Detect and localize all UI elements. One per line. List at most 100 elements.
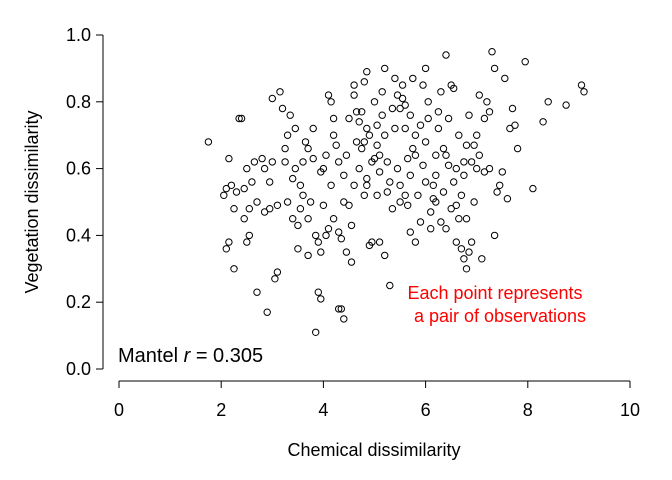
data-point bbox=[460, 255, 468, 263]
data-point bbox=[370, 98, 379, 106]
data-point bbox=[411, 151, 420, 159]
data-point bbox=[442, 51, 450, 59]
data-point bbox=[470, 198, 478, 206]
data-point bbox=[462, 141, 471, 149]
data-point bbox=[383, 158, 391, 166]
data-point bbox=[580, 88, 588, 96]
data-point bbox=[455, 131, 463, 139]
data-point bbox=[406, 171, 414, 180]
data-point bbox=[503, 195, 512, 203]
data-point bbox=[304, 215, 312, 223]
data-point bbox=[452, 164, 460, 173]
data-point bbox=[396, 104, 404, 113]
data-point bbox=[378, 88, 386, 96]
data-point bbox=[294, 245, 302, 253]
data-point bbox=[437, 218, 445, 226]
data-point bbox=[432, 198, 440, 206]
y-tick-label: 0.8 bbox=[66, 92, 91, 112]
data-point bbox=[462, 215, 471, 223]
data-point bbox=[243, 238, 251, 246]
data-point bbox=[248, 178, 256, 186]
data-point bbox=[230, 265, 238, 273]
data-point bbox=[470, 141, 478, 149]
data-point bbox=[245, 205, 254, 213]
data-point bbox=[465, 248, 473, 256]
data-point bbox=[360, 138, 368, 146]
data-point bbox=[442, 225, 450, 233]
data-point bbox=[398, 81, 407, 89]
x-tick-label: 4 bbox=[318, 400, 328, 420]
x-tick-label: 8 bbox=[523, 400, 533, 420]
data-point bbox=[427, 208, 435, 216]
data-point bbox=[317, 168, 325, 176]
data-point bbox=[490, 64, 499, 73]
data-point bbox=[263, 308, 271, 316]
data-point bbox=[314, 288, 322, 296]
data-point bbox=[281, 144, 289, 153]
data-point bbox=[309, 154, 317, 163]
y-tick-label: 0.2 bbox=[66, 292, 91, 312]
data-point bbox=[235, 114, 243, 123]
data-point bbox=[406, 111, 414, 119]
data-point bbox=[455, 215, 463, 223]
data-point bbox=[511, 121, 519, 129]
data-point bbox=[266, 205, 274, 213]
data-point bbox=[434, 124, 443, 133]
data-point bbox=[335, 305, 343, 313]
data-point bbox=[429, 181, 437, 190]
data-point bbox=[245, 231, 254, 240]
annotation-line-1: Each point represents bbox=[407, 283, 582, 303]
data-point bbox=[501, 74, 509, 83]
data-point bbox=[419, 161, 427, 170]
x-axis-ticks: 0 2 4 6 8 10 bbox=[114, 381, 640, 420]
data-point bbox=[296, 205, 305, 213]
y-tick-label: 0.0 bbox=[66, 359, 91, 379]
data-point bbox=[222, 245, 231, 253]
data-point bbox=[350, 91, 358, 99]
data-point bbox=[363, 181, 371, 190]
data-point bbox=[281, 158, 289, 166]
data-point bbox=[273, 268, 282, 276]
data-point bbox=[381, 131, 389, 139]
data-point bbox=[240, 215, 248, 223]
data-point bbox=[237, 114, 246, 123]
data-point bbox=[480, 168, 489, 176]
data-point bbox=[324, 91, 333, 99]
data-point bbox=[381, 251, 389, 260]
data-point bbox=[243, 164, 251, 173]
data-point bbox=[490, 231, 499, 240]
y-tick-label: 1.0 bbox=[66, 25, 91, 45]
data-point bbox=[347, 221, 356, 230]
data-point bbox=[498, 168, 506, 176]
data-point bbox=[388, 205, 397, 213]
data-point bbox=[260, 208, 269, 216]
data-point bbox=[462, 265, 471, 273]
mantel-value: = 0.305 bbox=[190, 345, 263, 367]
data-point bbox=[253, 288, 261, 296]
data-point bbox=[329, 215, 338, 223]
data-point bbox=[427, 225, 435, 233]
data-point bbox=[225, 238, 233, 246]
y-tick-label: 0.4 bbox=[66, 225, 91, 245]
data-point bbox=[373, 141, 381, 149]
data-point bbox=[465, 111, 473, 119]
data-point bbox=[340, 198, 348, 206]
data-point bbox=[335, 228, 343, 236]
x-tick-label: 10 bbox=[620, 400, 640, 420]
data-point bbox=[260, 164, 269, 173]
data-point bbox=[222, 184, 231, 193]
data-point bbox=[312, 328, 320, 336]
data-point bbox=[314, 238, 322, 246]
data-point bbox=[365, 131, 374, 139]
data-point bbox=[375, 168, 384, 176]
data-point bbox=[406, 228, 414, 236]
data-point bbox=[444, 161, 453, 170]
data-point bbox=[289, 215, 297, 223]
data-point bbox=[271, 275, 279, 283]
data-point bbox=[283, 198, 292, 206]
data-point bbox=[309, 124, 317, 133]
data-point bbox=[416, 121, 425, 129]
data-point bbox=[299, 158, 307, 166]
data-point bbox=[335, 158, 343, 166]
